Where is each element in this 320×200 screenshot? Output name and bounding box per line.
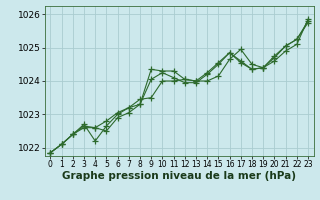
X-axis label: Graphe pression niveau de la mer (hPa): Graphe pression niveau de la mer (hPa) [62,171,296,181]
